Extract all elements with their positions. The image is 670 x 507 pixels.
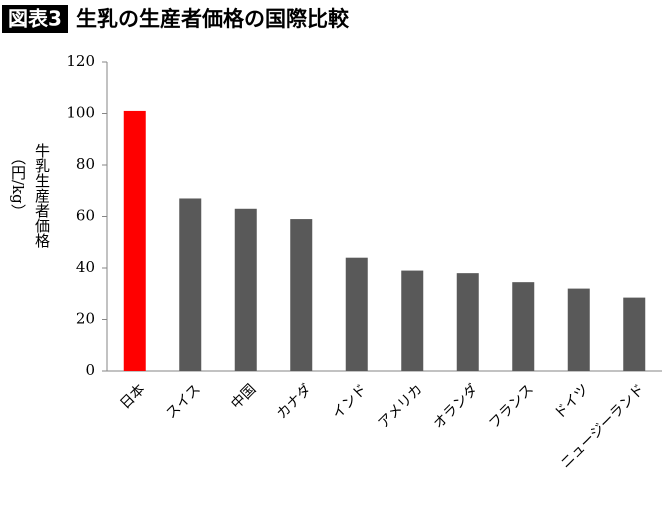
y-tick-label: 120 bbox=[66, 52, 95, 70]
x-tick-label: オランダ bbox=[430, 381, 481, 432]
x-tick-label: カナダ bbox=[274, 381, 315, 422]
bar bbox=[456, 273, 479, 371]
x-tick-label: アメリカ bbox=[375, 381, 425, 431]
y-tick-label: 60 bbox=[76, 207, 95, 225]
y-tick-label: 40 bbox=[76, 258, 95, 276]
y-tick-label: 100 bbox=[66, 104, 95, 122]
bar bbox=[512, 282, 535, 371]
x-tick-label: スイス bbox=[163, 381, 204, 422]
x-tick-label: インド bbox=[329, 381, 370, 422]
x-tick-label: フランス bbox=[486, 381, 537, 432]
bar bbox=[623, 297, 646, 371]
y-tick-label: 20 bbox=[76, 310, 95, 328]
chart-title: 生乳の生産者価格の国際比較 bbox=[76, 7, 350, 31]
y-axis-label: （円/kg） bbox=[9, 150, 27, 219]
badge-background bbox=[2, 5, 68, 33]
bar bbox=[290, 219, 313, 371]
bar bbox=[401, 270, 424, 371]
y-tick-label: 0 bbox=[85, 361, 95, 379]
x-tick-label: 日本 bbox=[117, 381, 148, 412]
y-axis-label: 牛乳生産者価格 bbox=[33, 143, 51, 248]
y-tick-label: 80 bbox=[76, 155, 95, 173]
bar bbox=[123, 110, 146, 372]
badge: 図表3 bbox=[8, 7, 62, 31]
x-tick-label: 中国 bbox=[228, 381, 259, 412]
bar bbox=[234, 208, 257, 371]
bar bbox=[345, 257, 368, 371]
x-tick-label: ドイツ bbox=[551, 381, 592, 422]
bar bbox=[567, 288, 590, 371]
bar bbox=[179, 198, 202, 371]
